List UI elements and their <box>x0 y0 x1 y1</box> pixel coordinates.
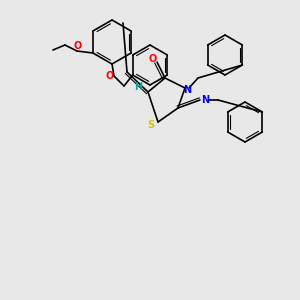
Text: O: O <box>106 71 114 81</box>
Text: O: O <box>149 54 157 64</box>
Text: S: S <box>147 120 155 130</box>
Text: O: O <box>74 41 82 51</box>
Text: N: N <box>183 85 191 95</box>
Text: H: H <box>134 82 142 92</box>
Text: N: N <box>201 95 209 105</box>
